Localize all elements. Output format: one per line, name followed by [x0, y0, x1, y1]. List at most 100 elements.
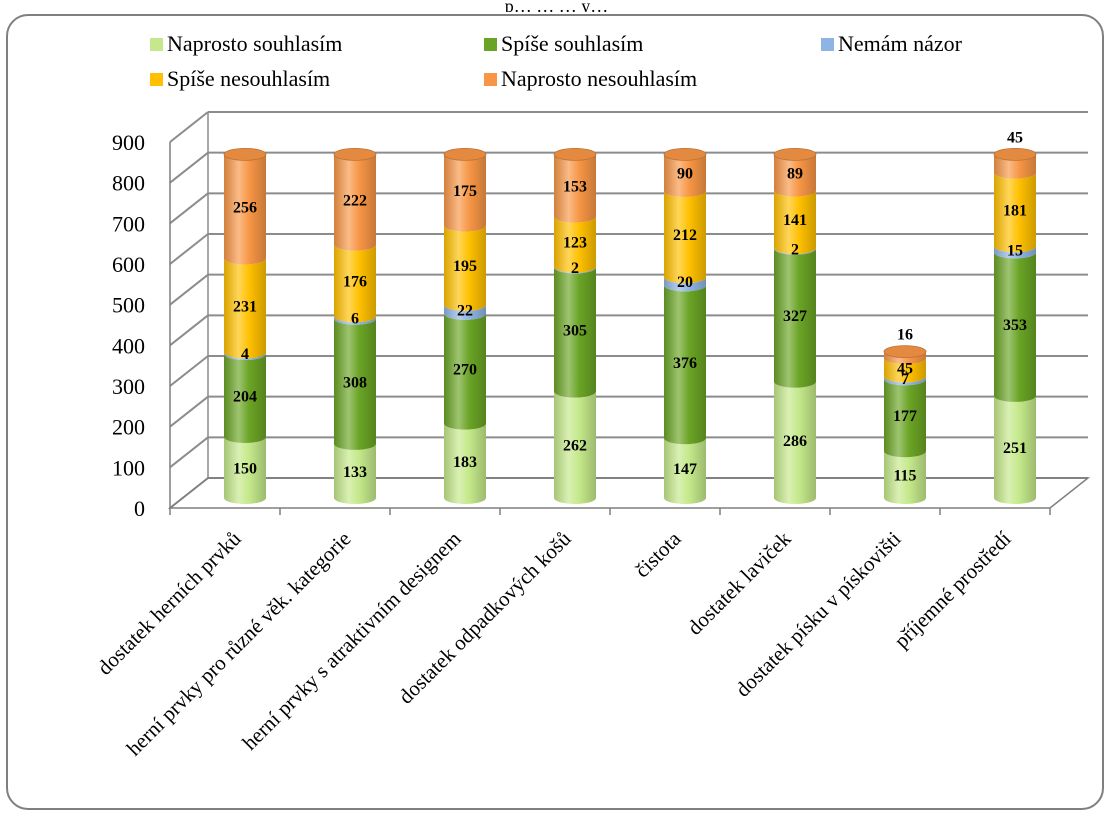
bar-segment [334, 316, 376, 325]
bar-segment [334, 154, 376, 251]
data-label: 327 [783, 308, 807, 325]
data-label: 20 [677, 274, 693, 291]
bar-segment [994, 395, 1036, 504]
data-label: 175 [453, 183, 477, 200]
y-tick-label: 400 [112, 333, 145, 358]
bar-segment [444, 154, 486, 232]
bar-top-cap [443, 147, 487, 161]
data-label: 195 [453, 258, 477, 275]
legend-item-naprosto-souhlasim: Naprosto souhlasím [150, 30, 342, 58]
bar-segment [224, 154, 266, 265]
gridline-side [169, 151, 209, 184]
bar-segment [664, 438, 706, 504]
bar-segment [224, 354, 266, 443]
data-label: 2 [571, 260, 579, 277]
data-label: 212 [673, 227, 697, 244]
bar-segment [884, 451, 926, 504]
bar-segment [554, 216, 596, 273]
bar-segment [664, 277, 706, 292]
legend-item-nemam-nazor: Nemám názor [821, 30, 962, 58]
data-label: 270 [453, 362, 477, 379]
gridline-side [169, 314, 209, 347]
bar-segment [224, 352, 266, 361]
bar-segment [334, 244, 376, 323]
data-label: 376 [673, 355, 697, 372]
bar-segment [884, 358, 926, 383]
y-tick-label: 700 [112, 211, 145, 236]
bar-top-cap [773, 147, 817, 161]
data-label: 6 [351, 310, 359, 327]
data-label: 353 [1003, 317, 1027, 334]
gridline-side [169, 273, 209, 306]
y-tick-label: 300 [112, 374, 145, 399]
data-label: 141 [783, 212, 807, 229]
y-tick-label: 900 [112, 130, 145, 155]
bar-segment [664, 190, 706, 284]
legend-swatch [484, 72, 497, 86]
bar-segment [994, 154, 1036, 179]
gridline-side [169, 355, 209, 387]
legend-swatch [150, 37, 163, 51]
bar-segment [224, 258, 266, 359]
y-tick-label: 500 [112, 293, 145, 318]
bar-segment [444, 423, 486, 504]
bar-segment [334, 318, 376, 450]
bar-segment [994, 246, 1036, 259]
bar-top-cap [663, 147, 707, 161]
bar-segment [334, 443, 376, 504]
data-label: 251 [1003, 440, 1027, 457]
data-label: 256 [233, 199, 257, 216]
chart-title-partial: p… … … y… [504, 0, 609, 12]
bar-segment [554, 391, 596, 504]
data-label: 133 [343, 464, 367, 481]
data-label: 7 [901, 371, 909, 388]
bar-segment [994, 252, 1036, 402]
data-label: 231 [233, 298, 257, 315]
gridline-side [169, 111, 209, 143]
gridline-side [169, 395, 209, 428]
gridline-side [169, 233, 209, 265]
legend-item-spise-souhlasim: Spíše souhlasím [484, 30, 643, 58]
bar-segment [664, 154, 706, 197]
plot-floor [167, 477, 1091, 509]
bar-top-cap [223, 147, 267, 161]
bar-top-cap [993, 147, 1037, 161]
data-label: 115 [893, 468, 916, 485]
data-label: 45 [897, 360, 913, 377]
y-tick-label: 200 [112, 415, 145, 440]
legend-label: Spíše nesouhlasím [167, 66, 331, 91]
legend-label: Naprosto nesouhlasím [501, 66, 698, 91]
bar-segment [994, 172, 1036, 253]
bar-segment [554, 154, 596, 223]
bar-top-cap [553, 147, 597, 161]
bar-segment [444, 304, 486, 320]
bar-segment [774, 154, 816, 197]
data-label: 204 [233, 389, 257, 406]
bar-segment [664, 285, 706, 445]
data-label: 147 [673, 461, 697, 478]
y-tick-label: 800 [112, 171, 145, 196]
data-label: 15 [1007, 242, 1023, 259]
data-label: 262 [563, 438, 587, 455]
bar-segment [774, 190, 816, 254]
data-label: 308 [343, 374, 367, 391]
data-label: 305 [563, 322, 587, 339]
data-label: 45 [1007, 129, 1023, 146]
data-label: 150 [233, 461, 257, 478]
legend-label: Nemám názor [838, 31, 962, 56]
bar-top-cap [883, 345, 927, 359]
bar-segment [884, 379, 926, 458]
data-label: 123 [563, 235, 587, 252]
x-category-label: příjemné prostředí [889, 526, 1015, 652]
data-label: 4 [241, 346, 249, 363]
gridline-side [169, 192, 209, 225]
data-label: 176 [343, 273, 367, 290]
data-label: 89 [787, 165, 803, 182]
data-label: 177 [893, 408, 917, 425]
data-label: 286 [783, 433, 807, 450]
data-label: 90 [677, 166, 693, 183]
bar-segment [884, 376, 926, 386]
data-label: 222 [343, 193, 367, 210]
data-label: 16 [897, 327, 913, 344]
